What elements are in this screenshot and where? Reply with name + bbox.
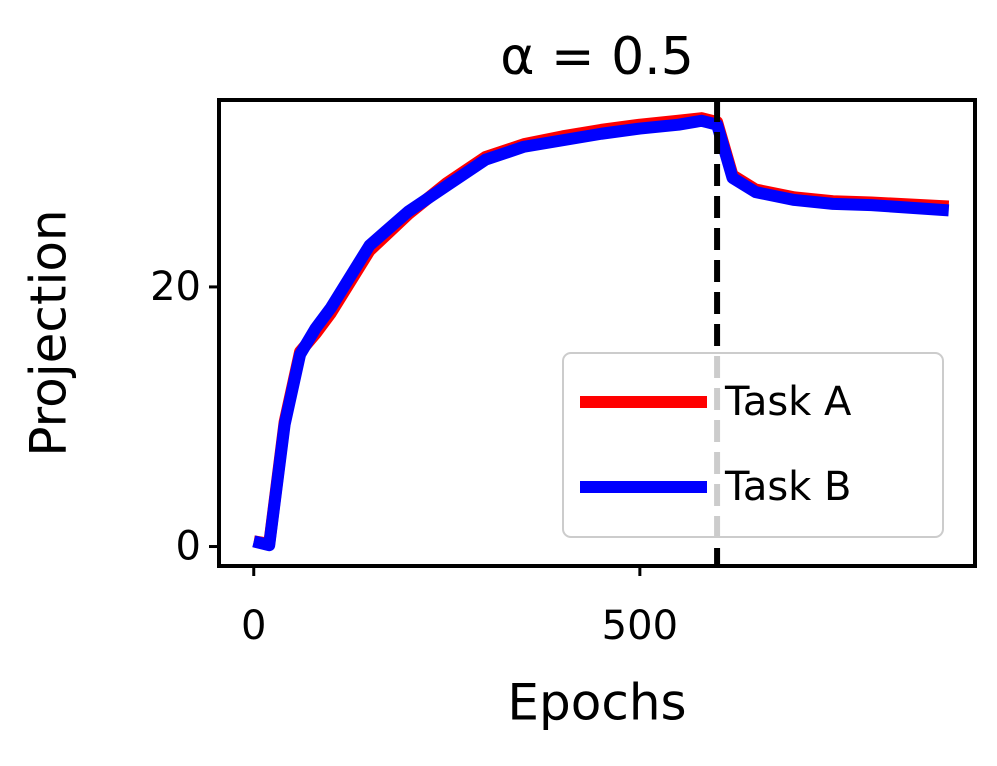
x-axis-label: Epochs xyxy=(507,674,686,732)
x-tick-label: 0 xyxy=(241,603,266,649)
y-tick-label: 20 xyxy=(150,264,201,310)
x-tick-label: 500 xyxy=(602,603,678,649)
legend-label: Task B xyxy=(724,464,851,510)
axes-frame xyxy=(217,98,977,568)
chart-title: α = 0.5 xyxy=(500,27,694,87)
series-line xyxy=(252,114,950,552)
y-tick-label: 0 xyxy=(176,524,201,570)
legend-label: Task A xyxy=(724,379,852,425)
y-axis-label: Projection xyxy=(20,209,78,456)
